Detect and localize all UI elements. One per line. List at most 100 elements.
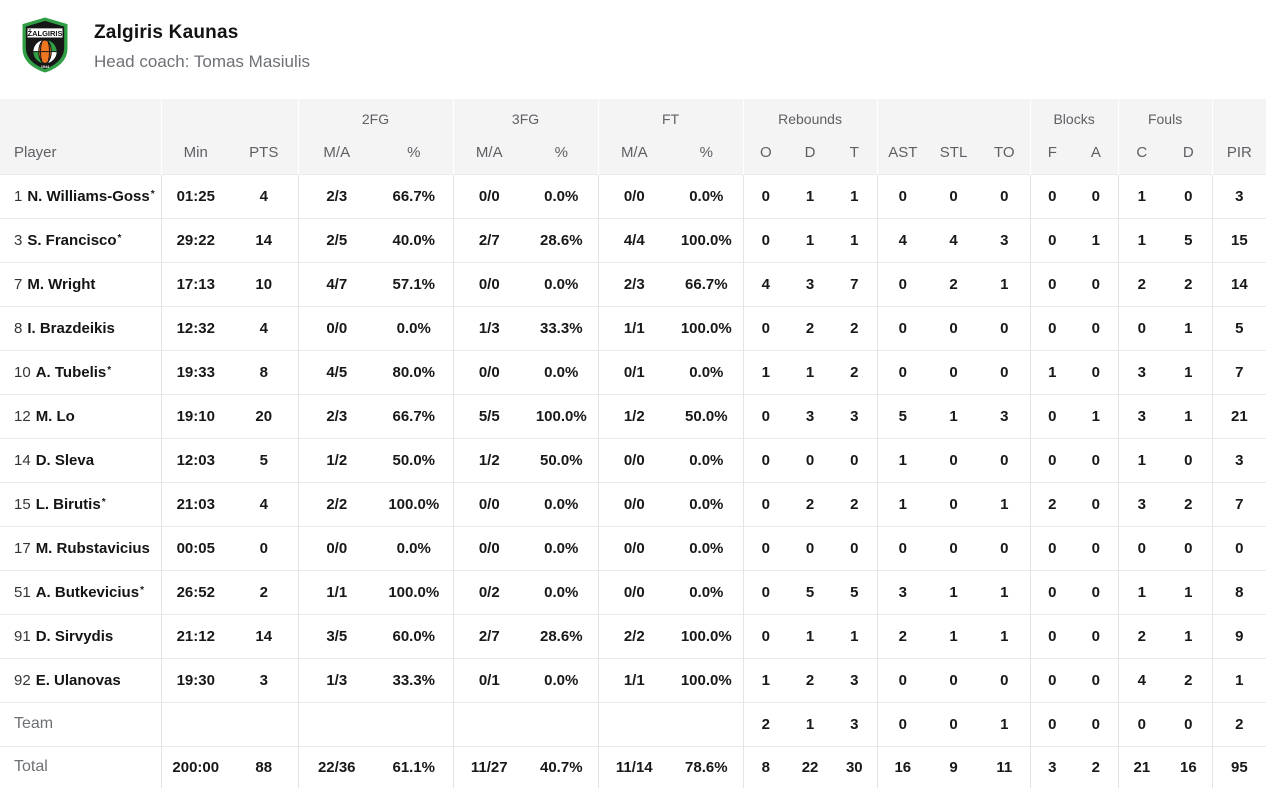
cell-reb-o: 0 (742, 569, 789, 614)
cell-pts: 10 (230, 261, 298, 306)
cell-reb-t: 5 (832, 569, 878, 614)
cell-foul-d: 0 (1165, 701, 1213, 746)
cell-blk-a: 0 (1074, 569, 1119, 614)
cell-fg2-ma: 1/2 (297, 437, 375, 482)
boxscore-body: 1 N. Williams-Goss* 01:25 4 2/3 66.7% 0/0 0.0% 0… (0, 173, 1266, 788)
cell-fg3-ma: 0/0 (452, 481, 526, 526)
cell-fg3-pct: 100.0% (525, 393, 599, 438)
cell-stl: 0 (928, 525, 980, 570)
cell-blk-f: 0 (1029, 173, 1075, 218)
player-name: M. Lo (35, 407, 75, 425)
player-row: 15 L. Birutis* 21:03 4 2/2 100.0% 0/0 0.0% 0/0 0.… (0, 481, 1266, 526)
col-pts: PTS (230, 132, 298, 174)
cell-blk-f: 0 (1029, 393, 1075, 438)
cell-reb-t: 0 (832, 525, 878, 570)
cell-fg2-pct: 66.7% (375, 173, 454, 218)
col-min: Min (160, 132, 230, 174)
cell-min: 01:25 (160, 173, 230, 218)
logo-year-text: 1944 (41, 65, 50, 69)
cell-reb-o: 8 (742, 745, 789, 788)
cell-fg2-pct: 40.0% (375, 217, 454, 262)
cell-to: 0 (979, 657, 1031, 702)
cell-foul-c: 1 (1117, 217, 1166, 262)
cell-ft-pct: 0.0% (670, 437, 744, 482)
col-blk-f: F (1029, 132, 1075, 174)
cell-fg3-pct: 0.0% (525, 525, 599, 570)
cell-ft-ma: 1/2 (597, 393, 671, 438)
cell-fg2-pct (375, 701, 454, 746)
cell-min: 29:22 (160, 217, 230, 262)
cell-fg2-pct: 0.0% (375, 305, 454, 350)
cell-pts: 5 (230, 437, 298, 482)
column-header-row: Player Min PTS M/A % M/A % M/A % O D T A… (0, 132, 1266, 174)
player-name-cell[interactable]: 15 L. Birutis* (0, 481, 161, 526)
player-name-cell[interactable]: 8 I. Brazdeikis (0, 305, 161, 350)
cell-blk-a: 0 (1074, 701, 1119, 746)
cell-reb-t: 30 (832, 745, 878, 788)
group-spacer-ast-stl-to (876, 99, 1031, 132)
cell-min: 17:13 (160, 261, 230, 306)
cell-fg2-pct: 50.0% (375, 437, 454, 482)
jersey-number: 51 (14, 583, 31, 601)
cell-ft-ma: 0/0 (597, 525, 671, 570)
cell-pir: 95 (1211, 745, 1266, 788)
cell-to: 0 (979, 437, 1031, 482)
cell-fg3-pct: 0.0% (525, 481, 599, 526)
cell-to: 11 (979, 745, 1031, 788)
cell-blk-a: 0 (1074, 437, 1119, 482)
cell-reb-d: 1 (788, 173, 833, 218)
cell-fg3-ma: 0/0 (452, 349, 526, 394)
cell-blk-a: 0 (1074, 173, 1119, 218)
jersey-number: 1 (14, 187, 23, 205)
cell-pts: 20 (230, 393, 298, 438)
player-name: A. Tubelis (35, 363, 107, 381)
cell-blk-f: 0 (1029, 261, 1075, 306)
cell-reb-t: 2 (832, 305, 878, 350)
cell-foul-d: 1 (1165, 613, 1213, 658)
cell-reb-o: 4 (742, 261, 789, 306)
cell-ft-ma (597, 701, 671, 746)
cell-reb-d: 22 (788, 745, 833, 788)
player-name: L. Birutis (35, 495, 101, 513)
cell-min: 21:12 (160, 613, 230, 658)
jersey-number: 3 (14, 231, 23, 249)
cell-fg2-ma: 2/3 (297, 393, 375, 438)
player-name-cell[interactable]: 10 A. Tubelis* (0, 349, 161, 394)
cell-blk-a: 0 (1074, 349, 1119, 394)
cell-foul-d: 0 (1165, 437, 1213, 482)
player-name-cell[interactable]: 91 D. Sirvydis (0, 613, 161, 658)
cell-fg2-pct: 33.3% (375, 657, 454, 702)
cell-ast: 1 (876, 437, 929, 482)
cell-fg2-ma: 22/36 (297, 745, 375, 788)
player-name-cell[interactable]: 92 E. Ulanovas (0, 657, 161, 702)
col-stl: STL (928, 132, 980, 174)
player-name-cell[interactable]: 12 M. Lo (0, 393, 161, 438)
cell-pir: 8 (1211, 569, 1266, 614)
cell-pir: 9 (1211, 613, 1266, 658)
boxscore-table: 2FG 3FG FT Rebounds Blocks Fouls Player … (0, 99, 1266, 788)
player-name-cell[interactable]: 7 M. Wright (0, 261, 161, 306)
cell-ast: 0 (876, 349, 929, 394)
player-name-cell[interactable]: 17 M. Rubstavicius (0, 525, 161, 570)
group-spacer-player (0, 99, 161, 132)
cell-ft-pct: 0.0% (670, 569, 744, 614)
cell-reb-d: 2 (788, 481, 833, 526)
cell-blk-f: 1 (1029, 349, 1075, 394)
cell-stl: 0 (928, 305, 980, 350)
cell-reb-t: 3 (832, 657, 878, 702)
cell-reb-d: 1 (788, 613, 833, 658)
player-row: 12 M. Lo 19:10 20 2/3 66.7% 5/5 100.0% 1/2 50.0% 0… (0, 393, 1266, 438)
player-name-cell[interactable]: 3 S. Francisco* (0, 217, 161, 262)
col-foul-c: C (1117, 132, 1166, 174)
cell-fg3-pct: 0.0% (525, 657, 599, 702)
cell-reb-t: 2 (832, 481, 878, 526)
player-name-cell[interactable]: 14 D. Sleva (0, 437, 161, 482)
cell-reb-o: 0 (742, 305, 789, 350)
starter-mark: * (150, 188, 155, 200)
cell-ast: 0 (876, 657, 929, 702)
cell-ft-pct: 100.0% (670, 657, 744, 702)
cell-ast: 3 (876, 569, 929, 614)
cell-ft-pct: 0.0% (670, 173, 744, 218)
player-name-cell[interactable]: 1 N. Williams-Goss* (0, 173, 161, 218)
player-name-cell[interactable]: 51 A. Butkevicius* (0, 569, 161, 614)
